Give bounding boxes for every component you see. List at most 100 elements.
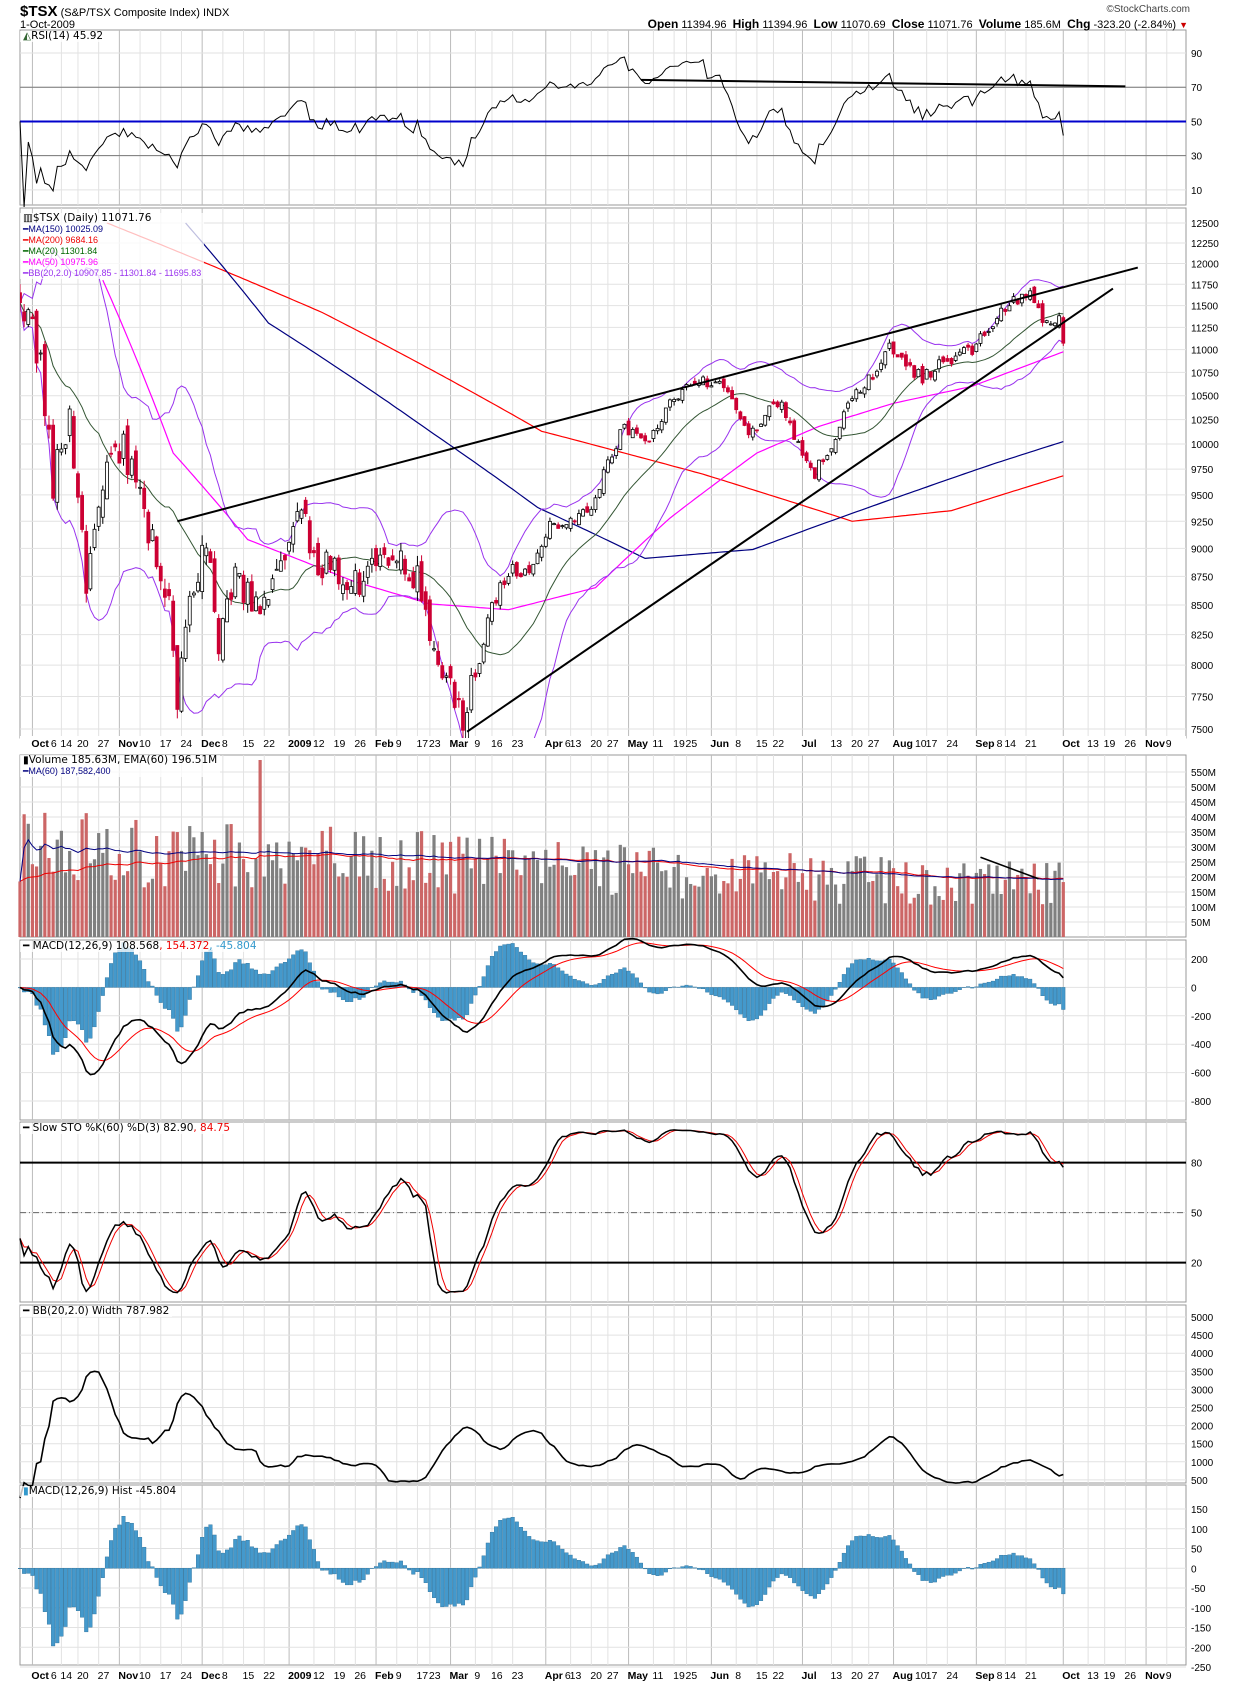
price-tick-label: 9250 — [1191, 517, 1214, 528]
hist-bar — [332, 1568, 337, 1575]
date-axis-label: 12 — [313, 1670, 325, 1682]
price-tick-label: 8750 — [1191, 572, 1214, 583]
volume-bar — [482, 883, 486, 937]
candle — [258, 606, 263, 615]
price-tick-label: 8500 — [1191, 601, 1214, 612]
date-axis — [20, 1668, 1186, 1681]
hist-bar — [899, 1550, 904, 1569]
hist-bar — [133, 1530, 138, 1569]
macd-tick-label: -400 — [1191, 1040, 1211, 1051]
volume-bar — [105, 828, 109, 937]
volume-bar — [34, 866, 39, 937]
hist-bar — [287, 1534, 292, 1569]
hist-bar — [353, 1568, 358, 1581]
hist-bar — [738, 1568, 743, 1600]
date-axis-label: 25 — [686, 738, 698, 750]
candle — [473, 672, 478, 678]
volume-bar — [469, 868, 473, 937]
macd-hist-bar — [88, 987, 93, 1039]
volume-bar — [188, 826, 192, 937]
volume-bar — [577, 863, 581, 937]
macd-signal-value: , 154.372 — [159, 940, 210, 952]
hist-bar — [978, 1564, 983, 1569]
date-axis-label: 24 — [180, 738, 192, 750]
volume-bar — [784, 877, 788, 937]
macd-hist-bar — [133, 954, 138, 988]
volume-bar — [817, 874, 821, 937]
macd-hist-bar — [763, 987, 768, 1011]
hist-bar — [84, 1568, 89, 1633]
macd-hist-bar — [477, 986, 482, 988]
candle — [183, 626, 188, 659]
macd-hist-bar — [543, 964, 548, 988]
date-axis-label: 10 — [139, 738, 151, 750]
macd-hist-bar — [775, 987, 780, 996]
volume-bar — [287, 841, 291, 937]
macd-hist-bar — [361, 987, 366, 998]
ma150-legend: ━MA(150) 10025.09 — [23, 224, 103, 234]
macd-hist-bar — [1024, 978, 1029, 988]
day-label: 8 — [735, 738, 741, 750]
volume-bar — [109, 875, 113, 937]
day-label: 23 — [429, 738, 441, 750]
macd-hist-bar — [498, 945, 503, 988]
candle — [291, 526, 296, 545]
volume-bar — [179, 850, 184, 937]
macd-hist-bar — [556, 967, 561, 988]
hist-bar — [990, 1560, 995, 1569]
day-label: 19 — [1104, 738, 1116, 750]
candle — [982, 331, 987, 336]
candle — [912, 365, 917, 378]
macd-hist-bar — [568, 975, 573, 988]
candle — [970, 345, 975, 355]
hist-bar — [941, 1568, 946, 1577]
hist-bar — [846, 1545, 851, 1569]
macd-hist-bar — [349, 987, 354, 1002]
hist-bar — [556, 1545, 561, 1569]
day-label: 20 — [851, 1670, 863, 1682]
candle — [407, 577, 412, 582]
volume-bar — [208, 864, 213, 937]
quote-bar: Open 11394.96 High 11394.96 Low 11070.69… — [648, 17, 1188, 31]
hist-bar — [167, 1568, 172, 1595]
hist-bar — [1057, 1568, 1062, 1588]
macd-hist-bar — [1048, 987, 1053, 1004]
candle — [374, 548, 378, 567]
volume-bar — [184, 870, 188, 937]
date-axis-label: Nov — [1145, 738, 1165, 750]
date-axis-label: Dec — [201, 1670, 220, 1682]
volume-trendline — [980, 856, 1039, 880]
day-label: 20 — [851, 738, 863, 750]
volume-bar — [519, 875, 523, 937]
macd-hist-bar — [597, 983, 602, 988]
volume-bar — [751, 883, 755, 937]
hist-bar — [67, 1568, 72, 1608]
date-axis-label: 10 — [139, 1670, 151, 1682]
day-label: 10 — [139, 1670, 151, 1682]
hist-bar — [514, 1521, 519, 1569]
bbw-tick-label: 3000 — [1191, 1385, 1214, 1396]
candle — [891, 341, 896, 355]
date-axis-label: Nov — [118, 738, 138, 750]
volume-bar — [26, 823, 30, 937]
volume-bar — [1020, 868, 1024, 937]
volume-bar — [569, 875, 573, 937]
hist-bar — [473, 1568, 478, 1578]
candle — [200, 544, 205, 592]
volume-bar — [424, 882, 428, 937]
macd-hist-bar — [742, 987, 747, 1018]
macd-hist-bar — [51, 987, 56, 1055]
macd-hist-bar — [71, 987, 76, 1022]
bbw-tick-label: 5000 — [1191, 1313, 1214, 1324]
hist-bar — [564, 1552, 569, 1569]
hist-bar — [1032, 1563, 1037, 1569]
hist-bar — [22, 1568, 27, 1574]
bb-upper-line — [20, 249, 1064, 577]
volume-bar — [192, 837, 196, 937]
hist-bar — [953, 1568, 958, 1574]
hist-bar — [932, 1568, 937, 1583]
volume-bar — [614, 892, 618, 937]
volume-bar — [97, 833, 101, 937]
candle — [531, 563, 536, 575]
candle — [465, 712, 470, 738]
